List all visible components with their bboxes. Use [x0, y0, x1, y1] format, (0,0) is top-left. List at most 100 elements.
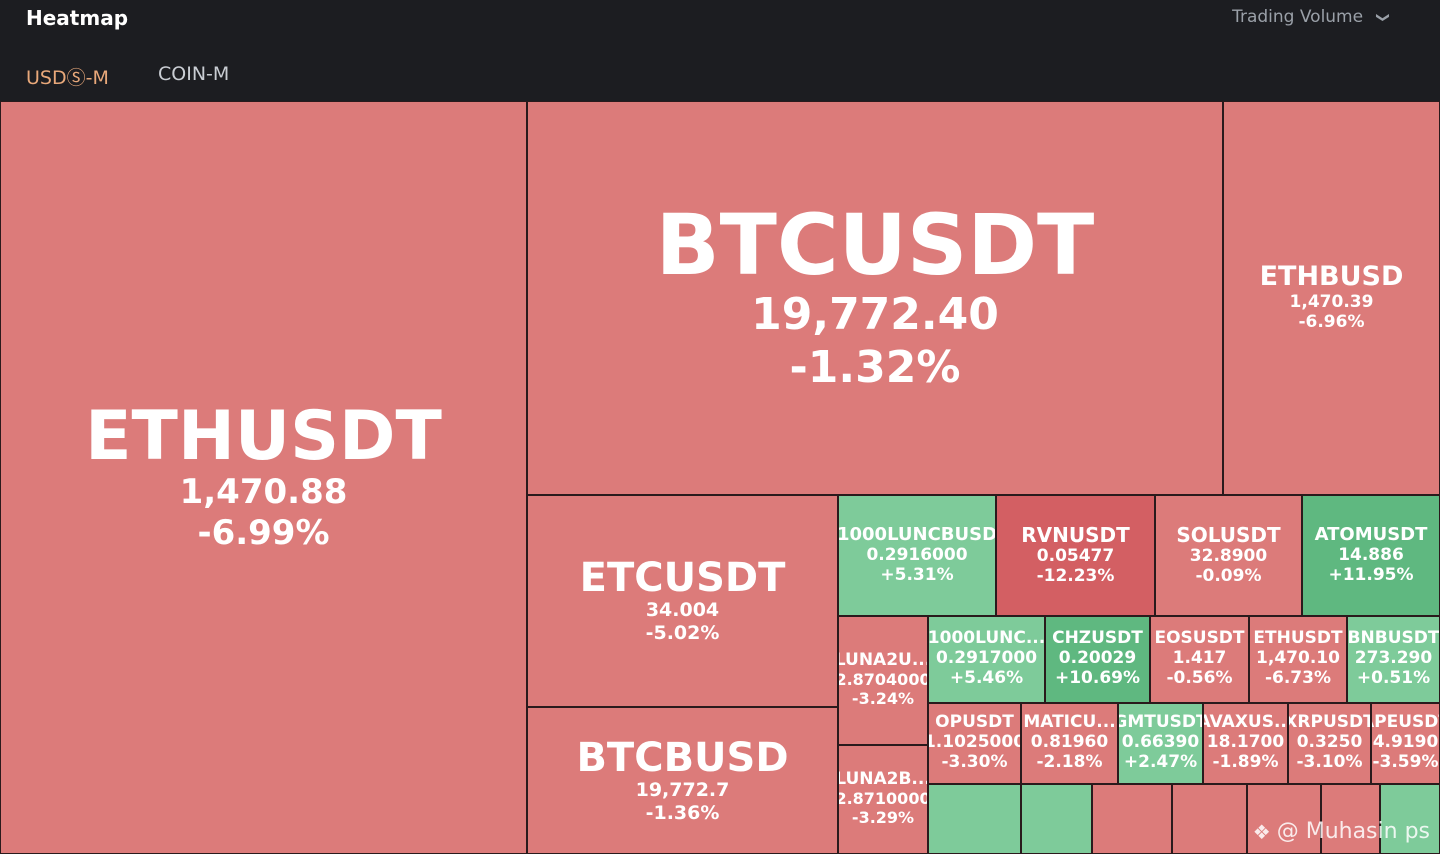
tile-price: 1.417 [1172, 648, 1227, 669]
tile-change: -5.02% [645, 622, 720, 644]
heatmap-tile[interactable]: EOSUSDT 1.417 -0.56% [1150, 616, 1249, 703]
tile-price: 2.8710000 [838, 789, 928, 809]
tile-symbol: ETHUSDT [1253, 628, 1343, 649]
tile-symbol: OPUSDT [935, 712, 1014, 733]
tile-price: 18.1700 [1206, 732, 1285, 753]
tile-price: 1,470.10 [1256, 648, 1340, 669]
tile-change: -3.29% [851, 808, 915, 828]
heatmap-tile[interactable]: ETHUSDT 1,470.88 -6.99% [0, 101, 527, 854]
tile-price: 1,470.39 [1289, 291, 1374, 312]
tile-symbol: ETCUSDT [579, 555, 786, 602]
tile-price: 0.81960 [1030, 732, 1109, 753]
tab-coin-m[interactable]: COIN-M [158, 63, 230, 85]
page-title: Heatmap [26, 6, 129, 30]
tile-price: 273.290 [1354, 648, 1433, 669]
tile-symbol: BTCUSDT [655, 196, 1095, 295]
tile-price: 4.9190 [1372, 732, 1439, 753]
tile-symbol: RVNUSDT [1021, 522, 1130, 547]
tile-price: 34.004 [645, 599, 720, 622]
tile-symbol: MATICU... [1023, 712, 1116, 733]
heatmap-grid: ETHUSDT 1,470.88 -6.99% BTCUSDT 19,772.40 -1.… [0, 101, 1440, 854]
tile-change: -3.24% [851, 689, 915, 709]
heatmap-tile[interactable]: SOLUSDT 32.8900 -0.09% [1155, 495, 1302, 616]
watermark: ❖ @ Muhasin ps [1253, 819, 1430, 844]
tab-usds-m[interactable]: USDⓈ-M [26, 67, 109, 89]
heatmap-tile[interactable]: 1000LUNCBUSD 0.2916000 +5.31% [838, 495, 996, 616]
heatmap-tile[interactable] [1172, 784, 1247, 854]
tile-change: +5.46% [949, 668, 1024, 689]
tile-change: -6.73% [1264, 668, 1332, 689]
tile-symbol: GMTUSDT [1118, 712, 1203, 733]
tile-change: -6.96% [1298, 312, 1365, 333]
metric-dropdown-label: Trading Volume [1232, 7, 1364, 27]
tile-symbol: BTCBUSD [576, 734, 789, 781]
tile-symbol: EOSUSDT [1154, 628, 1245, 649]
heatmap-tile[interactable] [1321, 784, 1380, 854]
heatmap-tile[interactable]: BNBUSDT 273.290 +0.51% [1347, 616, 1440, 703]
heatmap-tile[interactable]: ETHUSDT 1,470.10 -6.73% [1249, 616, 1347, 703]
heatmap-tile[interactable]: LUNA2B... 2.8710000 -3.29% [838, 745, 928, 854]
heatmap-tile[interactable] [1247, 784, 1321, 854]
tile-change: +10.69% [1054, 668, 1141, 689]
tile-change: -0.09% [1195, 566, 1262, 586]
metric-dropdown[interactable]: Trading Volume ❯ [1232, 7, 1391, 27]
tile-price: 19,772.40 [751, 289, 999, 341]
tile-price: 0.20029 [1058, 648, 1137, 669]
heatmap-tile[interactable]: CHZUSDT 0.20029 +10.69% [1045, 616, 1150, 703]
heatmap-tile[interactable]: AVAXUS...18.1700-1.89% [1203, 703, 1288, 784]
tile-change: -1.36% [645, 801, 720, 824]
tile-change: -0.56% [1166, 668, 1233, 689]
tile-price: 32.8900 [1189, 545, 1268, 566]
heatmap-tile[interactable]: MATICU... 0.81960 -2.18% [1021, 703, 1118, 784]
heatmap-tile[interactable]: LUNA2U... 2.8704000 -3.24% [838, 616, 928, 745]
tile-symbol: 1000LUNCBUSD [838, 523, 996, 545]
tile-price: 1.1025000 [928, 732, 1021, 753]
tile-price: 1,470.88 [179, 472, 348, 513]
heatmap-tile[interactable]: APEUSDT4.9190-3.59% [1371, 703, 1440, 784]
heatmap-tile[interactable]: ETCUSDT 34.004 -5.02% [527, 495, 838, 707]
tile-price: 19,772.7 [635, 778, 730, 801]
tile-change: -12.23% [1036, 566, 1115, 586]
tile-change: -3.10% [1296, 752, 1363, 773]
tile-symbol: SOLUSDT [1176, 522, 1281, 547]
heatmap-tile[interactable]: ETHBUSD 1,470.39 -6.96% [1223, 101, 1440, 495]
tile-symbol: 1000LUNC... [928, 628, 1045, 649]
heatmap-tile[interactable]: ATOMUSDT 14.886 +11.95% [1302, 495, 1440, 616]
tile-change: -2.18% [1036, 752, 1103, 773]
tile-price: 0.3250 [1296, 732, 1363, 753]
tile-change: +2.47% [1123, 752, 1198, 773]
tile-price: 2.8704000 [838, 670, 928, 690]
heatmap-header: Heatmap Trading Volume ❯ USDⓈ-M COIN-M [0, 0, 1440, 101]
tile-symbol: CHZUSDT [1052, 628, 1143, 649]
tile-change: -3.30% [941, 752, 1008, 773]
heatmap-tile[interactable]: 1000LUNC... 0.2917000 +5.46% [928, 616, 1045, 703]
heatmap-tile[interactable] [1092, 784, 1172, 854]
tile-symbol: ETHBUSD [1259, 261, 1404, 293]
heatmap-tile[interactable] [1021, 784, 1092, 854]
tile-symbol: BNBUSDT [1347, 628, 1440, 649]
tile-change: +11.95% [1328, 564, 1414, 585]
heatmap-tile[interactable]: RVNUSDT 0.05477 -12.23% [996, 495, 1155, 616]
heatmap-tile[interactable]: OPUSDT 1.1025000 -3.30% [928, 703, 1021, 784]
chevron-down-icon: ❯ [1375, 11, 1391, 23]
tile-change: -3.59% [1372, 752, 1439, 773]
tile-change: -1.32% [789, 342, 961, 394]
heatmap-tile[interactable]: XRPUSDT 0.3250 -3.10% [1288, 703, 1371, 784]
tile-symbol: APEUSDT [1372, 712, 1439, 733]
tile-price: 14.886 [1338, 544, 1404, 565]
tile-symbol: ETHUSDT [85, 397, 442, 476]
tile-symbol: LUNA2U... [838, 650, 928, 671]
tile-price: 0.05477 [1036, 545, 1115, 566]
tile-price: 0.2916000 [866, 544, 968, 565]
heatmap-tile[interactable]: GMTUSDT 0.66390 +2.47% [1118, 703, 1203, 784]
heatmap-tile[interactable]: BTCUSDT 19,772.40 -1.32% [527, 101, 1223, 495]
tile-symbol: LUNA2B... [838, 769, 928, 790]
tile-price: 0.66390 [1121, 732, 1200, 753]
watermark-text: @ Muhasin ps [1276, 819, 1430, 844]
tile-change: +5.31% [880, 564, 954, 585]
heatmap-tile[interactable]: BTCBUSD 19,772.7 -1.36% [527, 707, 838, 854]
tile-symbol: AVAXUS... [1204, 712, 1287, 733]
tile-symbol: ATOMUSDT [1314, 523, 1428, 545]
tile-price: 0.2917000 [935, 648, 1038, 669]
heatmap-tile[interactable] [928, 784, 1021, 854]
